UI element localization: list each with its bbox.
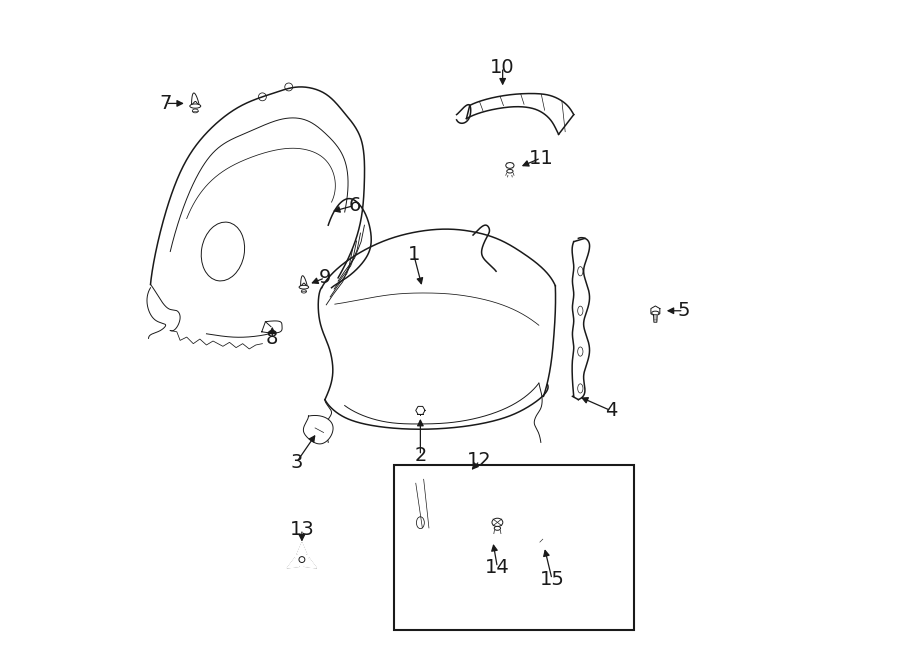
Text: 15: 15 <box>540 570 564 589</box>
Polygon shape <box>538 534 545 549</box>
Text: 12: 12 <box>467 451 492 471</box>
Polygon shape <box>304 559 317 568</box>
Polygon shape <box>416 407 425 414</box>
Text: 3: 3 <box>291 453 302 472</box>
Ellipse shape <box>494 526 500 530</box>
Polygon shape <box>653 315 657 322</box>
Text: 11: 11 <box>528 149 554 167</box>
Text: 6: 6 <box>348 196 361 215</box>
Ellipse shape <box>302 290 307 293</box>
Polygon shape <box>301 277 307 286</box>
Ellipse shape <box>299 286 309 289</box>
Ellipse shape <box>193 109 198 113</box>
Text: 10: 10 <box>491 58 515 77</box>
Text: 14: 14 <box>485 558 509 577</box>
Text: 1: 1 <box>408 245 420 264</box>
Text: 9: 9 <box>319 268 331 288</box>
Text: 8: 8 <box>266 329 278 348</box>
Polygon shape <box>304 416 333 444</box>
Ellipse shape <box>652 311 659 315</box>
Text: 4: 4 <box>605 401 617 420</box>
Ellipse shape <box>507 169 513 173</box>
Ellipse shape <box>190 104 201 108</box>
Polygon shape <box>297 543 307 554</box>
Polygon shape <box>192 94 199 104</box>
Text: 13: 13 <box>290 520 314 539</box>
Text: 5: 5 <box>678 301 690 320</box>
Polygon shape <box>287 559 300 568</box>
Ellipse shape <box>299 557 305 563</box>
Polygon shape <box>262 322 282 332</box>
Ellipse shape <box>506 163 514 169</box>
Text: 2: 2 <box>414 446 427 465</box>
Polygon shape <box>651 306 660 317</box>
Polygon shape <box>407 478 464 533</box>
Ellipse shape <box>492 518 503 527</box>
Text: 7: 7 <box>159 94 172 113</box>
Bar <box>394 465 634 630</box>
